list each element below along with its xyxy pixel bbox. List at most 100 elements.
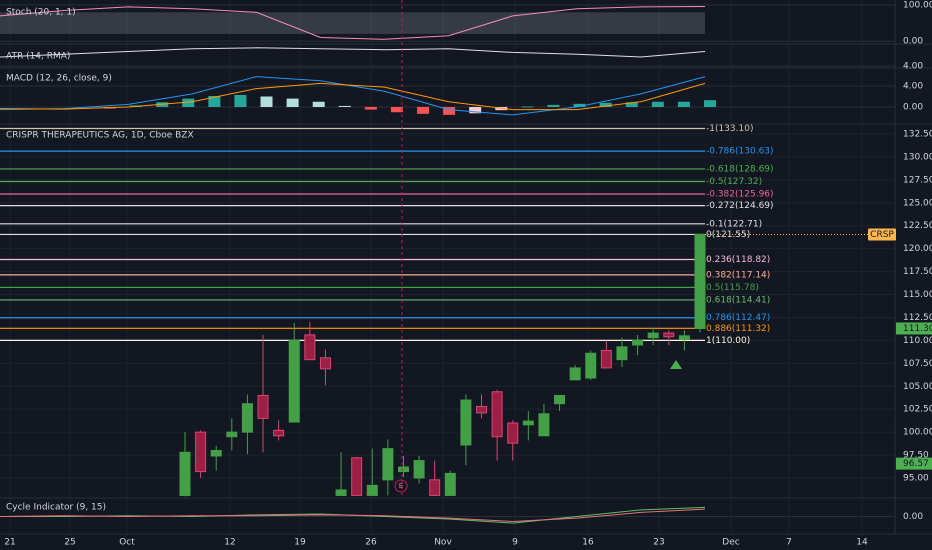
y-tick-label: 105.00 (903, 382, 932, 392)
fib-label: 0(121.55) (706, 230, 750, 240)
histogram-bar (260, 96, 273, 107)
pane-title: Cycle Indicator (9, 15) (6, 503, 106, 513)
fib-label: 0.618(114.41) (706, 295, 770, 305)
grid (0, 0, 932, 535)
fib-label: 0.236(118.82) (706, 255, 770, 265)
x-tick-label: 9 (512, 538, 518, 548)
y-tick-label: 4.00 (903, 82, 923, 92)
candle-body (538, 413, 550, 437)
pane-title: ATR (14, RMA) (6, 52, 70, 62)
y-tick-label: 127.50 (903, 175, 932, 185)
fib-label: -0.1(122.71) (706, 219, 762, 229)
fib-label: -0.786(130.63) (706, 147, 774, 157)
histogram-bar (208, 95, 221, 107)
indicator-line (0, 82, 706, 111)
candle-body (522, 420, 534, 426)
histogram-bar (390, 106, 403, 113)
histogram-bar (521, 106, 534, 108)
candle-body (210, 449, 222, 457)
x-tick-label: 19 (294, 538, 306, 548)
x-tick-label: 14 (856, 538, 868, 548)
x-tick-label: 16 (582, 538, 594, 548)
y-tick-label: 110.00 (903, 336, 932, 346)
histogram-bar (234, 94, 247, 107)
histogram-bar (573, 103, 586, 107)
candle-body (288, 339, 300, 423)
indicator-line (0, 508, 706, 523)
candle-body (476, 405, 488, 414)
symbol-tag (868, 228, 896, 241)
pane-title: MACD (12, 26, close, 9) (6, 74, 112, 84)
candle-body (366, 484, 378, 496)
candle-body (616, 346, 628, 361)
candle-body (179, 451, 191, 496)
x-tick-label: 25 (64, 538, 75, 548)
candle-body (351, 457, 363, 496)
histogram-bar (599, 102, 612, 107)
y-tick-label: 0.00 (903, 512, 923, 522)
histogram-bar (651, 101, 664, 107)
y-tick-label: 115.00 (903, 290, 932, 300)
fib-label: -0.618(128.69) (706, 164, 774, 174)
earnings-marker[interactable] (394, 479, 408, 493)
candle-body (397, 466, 409, 473)
chart-title: CRISPR THERAPEUTICS AG, 1D, Cboe BZX (6, 131, 194, 141)
x-tick-label: Oct (119, 538, 135, 548)
candle-body (273, 429, 285, 437)
fib-label: 0.5(115.78) (706, 283, 759, 293)
indicator-line (0, 47, 706, 58)
y-tick-label: 107.50 (903, 359, 932, 369)
fib-label: -1(133.10) (706, 124, 754, 134)
x-tick-label: 21 (4, 538, 15, 548)
y-tick-label: 97.50 (903, 451, 929, 461)
candle-body (663, 332, 675, 338)
candle-body (600, 349, 612, 369)
fib-label: -0.5(127.32) (706, 177, 762, 187)
candle-body (585, 352, 597, 379)
candle-body (647, 332, 659, 339)
candle-body (678, 335, 690, 340)
x-tick-label: Dec (722, 538, 739, 548)
x-tick-label: 23 (653, 538, 664, 548)
price-tag (896, 322, 932, 335)
fib-label: 0.886(111.32) (706, 324, 770, 334)
y-tick-label: 100.00 (903, 428, 932, 438)
candle-body (382, 448, 394, 481)
y-tick-label: 112.50 (903, 313, 932, 323)
candle-body (319, 357, 331, 370)
candle-body (507, 422, 519, 444)
y-tick-label: 132.50 (903, 129, 932, 139)
x-tick-label: 26 (365, 538, 377, 548)
candle-body (429, 479, 441, 496)
candle-body (195, 431, 207, 473)
pane-title: Stoch (20, 1, 1) (6, 8, 76, 18)
y-tick-label: 102.50 (903, 405, 932, 415)
candle-body (241, 403, 253, 433)
histogram-bar (469, 106, 482, 114)
y-tick-label: 120.00 (903, 244, 932, 254)
y-tick-label: 0.00 (903, 37, 923, 47)
fib-label: -0.382(125.96) (706, 189, 774, 199)
fib-label: 1(110.00) (706, 336, 750, 346)
candle-body (569, 367, 581, 381)
histogram-bar (417, 106, 430, 114)
candle-body (460, 399, 472, 446)
signal-arrow (670, 360, 682, 369)
fib-label: -0.272(124.69) (706, 201, 774, 211)
x-tick-label: 12 (224, 538, 235, 548)
price-tag-label: 111.30 (903, 324, 932, 334)
band (0, 12, 705, 34)
price-tag-label: 96.57 (903, 459, 929, 469)
y-tick-label: 0.00 (903, 102, 923, 112)
earnings-letter: E (399, 482, 403, 490)
y-tick-label: 122.50 (903, 221, 932, 231)
indicator-line (0, 6, 706, 40)
candle-body (554, 394, 566, 405)
candle-body (226, 431, 238, 438)
candle-body (694, 233, 706, 329)
candle-body (632, 339, 644, 346)
histogram-bar (338, 105, 351, 107)
y-tick-label: 130.00 (903, 152, 932, 162)
x-tick-label: Nov (434, 538, 452, 548)
